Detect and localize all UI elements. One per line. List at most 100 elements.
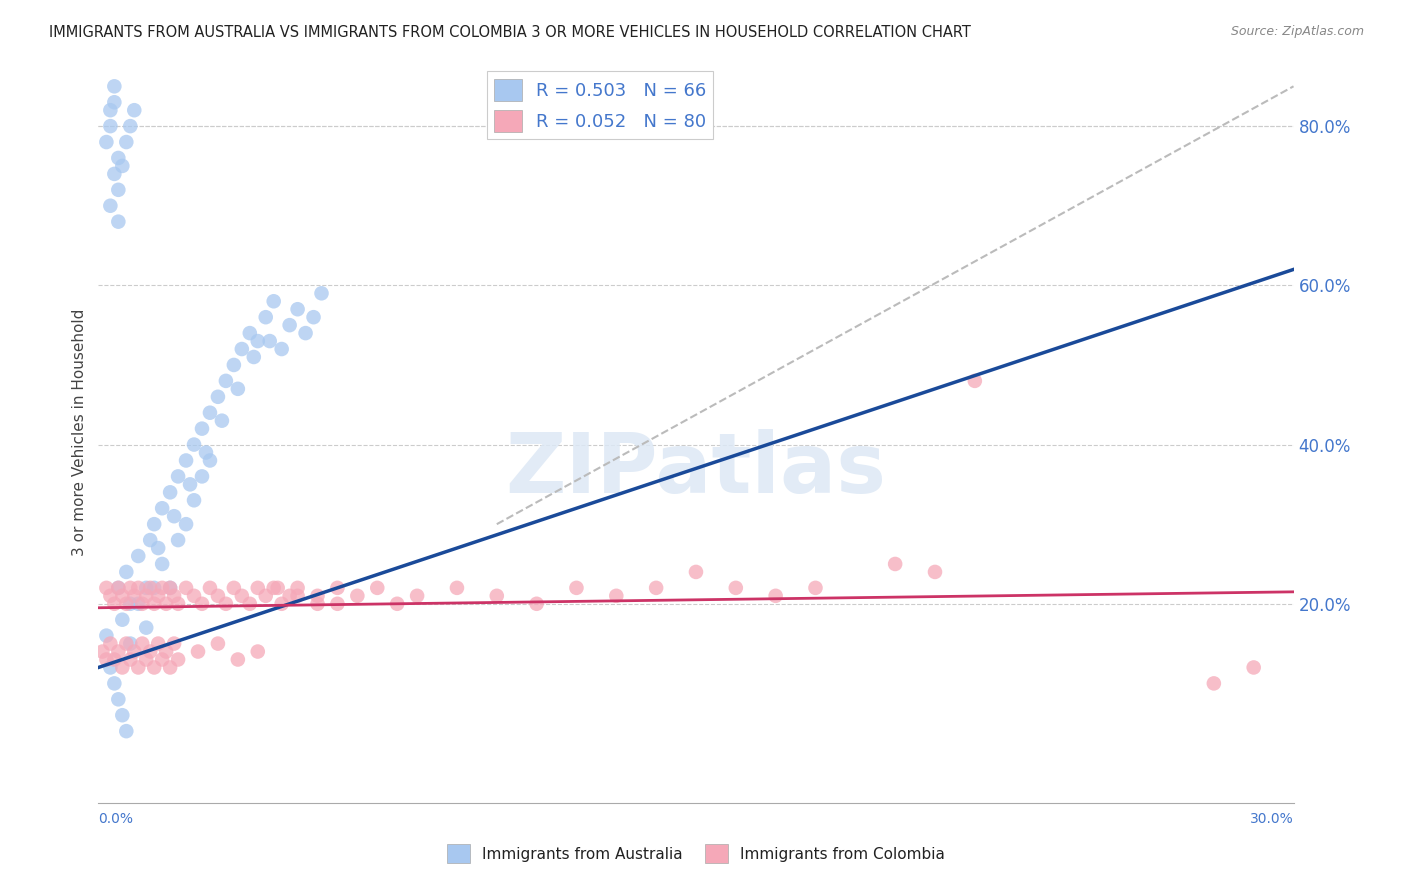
Point [311, 286, 333, 301]
Point [131, 637, 153, 651]
Point [195, 445, 218, 459]
Point [254, 589, 277, 603]
Point [326, 597, 349, 611]
Point [127, 597, 149, 611]
Point [605, 589, 627, 603]
Point [148, 589, 170, 603]
Point [96, 581, 118, 595]
Point [127, 549, 149, 563]
Point [215, 597, 238, 611]
Point [115, 637, 138, 651]
Point [924, 565, 946, 579]
Point [98, 637, 122, 651]
Point [167, 533, 190, 547]
Point [111, 159, 134, 173]
Point [143, 581, 166, 595]
Point [120, 597, 142, 611]
Point [278, 318, 301, 333]
Point [302, 310, 325, 325]
Point [565, 581, 588, 595]
Point [150, 581, 173, 595]
Point [246, 334, 269, 348]
Text: IMMIGRANTS FROM AUSTRALIA VS IMMIGRANTS FROM COLOMBIA 3 OR MORE VEHICLES IN HOUS: IMMIGRANTS FROM AUSTRALIA VS IMMIGRANTS … [49, 25, 972, 40]
Point [724, 581, 747, 595]
Point [115, 724, 138, 739]
Point [222, 581, 245, 595]
Point [103, 79, 125, 94]
Point [963, 374, 986, 388]
Point [103, 597, 125, 611]
Point [191, 422, 214, 436]
Point [120, 581, 142, 595]
Point [131, 597, 153, 611]
Point [98, 119, 122, 133]
Point [139, 581, 162, 595]
Point [103, 676, 125, 690]
Point [174, 581, 197, 595]
Point [226, 652, 249, 666]
Point [159, 581, 181, 595]
Point [174, 453, 197, 467]
Point [155, 597, 177, 611]
Point [346, 589, 368, 603]
Point [246, 644, 269, 658]
Point [120, 652, 142, 666]
Point [124, 644, 146, 658]
Point [127, 660, 149, 674]
Point [143, 597, 166, 611]
Point [215, 374, 238, 388]
Point [191, 597, 214, 611]
Point [98, 660, 122, 674]
Point [148, 637, 170, 651]
Point [174, 517, 197, 532]
Point [287, 581, 309, 595]
Point [239, 326, 262, 340]
Point [120, 119, 142, 133]
Point [139, 644, 162, 658]
Text: Source: ZipAtlas.com: Source: ZipAtlas.com [1230, 25, 1364, 38]
Point [179, 477, 201, 491]
Point [159, 660, 181, 674]
Point [111, 660, 134, 674]
Point [163, 637, 186, 651]
Point [111, 613, 134, 627]
Point [884, 557, 907, 571]
Point [107, 581, 129, 595]
Point [103, 652, 125, 666]
Point [207, 637, 229, 651]
Point [1202, 676, 1225, 690]
Point [287, 589, 309, 603]
Point [98, 199, 122, 213]
Point [148, 541, 170, 555]
Point [406, 589, 429, 603]
Point [163, 509, 186, 524]
Y-axis label: 3 or more Vehicles in Household: 3 or more Vehicles in Household [72, 309, 87, 557]
Point [139, 533, 162, 547]
Point [143, 660, 166, 674]
Point [243, 350, 266, 364]
Point [124, 103, 146, 118]
Point [150, 501, 173, 516]
Point [150, 652, 173, 666]
Point [120, 637, 142, 651]
Point [239, 597, 262, 611]
Point [685, 565, 707, 579]
Point [326, 581, 349, 595]
Point [103, 95, 125, 110]
Point [259, 334, 281, 348]
Text: ZIPatlas: ZIPatlas [506, 429, 886, 510]
Point [267, 581, 290, 595]
Point [107, 151, 129, 165]
Point [183, 493, 205, 508]
Point [526, 597, 548, 611]
Point [135, 581, 157, 595]
Point [446, 581, 468, 595]
Point [198, 453, 221, 467]
Point [96, 652, 118, 666]
Point [155, 644, 177, 658]
Point [207, 390, 229, 404]
Point [143, 517, 166, 532]
Point [127, 581, 149, 595]
Text: 30.0%: 30.0% [1250, 812, 1294, 826]
Point [167, 597, 190, 611]
